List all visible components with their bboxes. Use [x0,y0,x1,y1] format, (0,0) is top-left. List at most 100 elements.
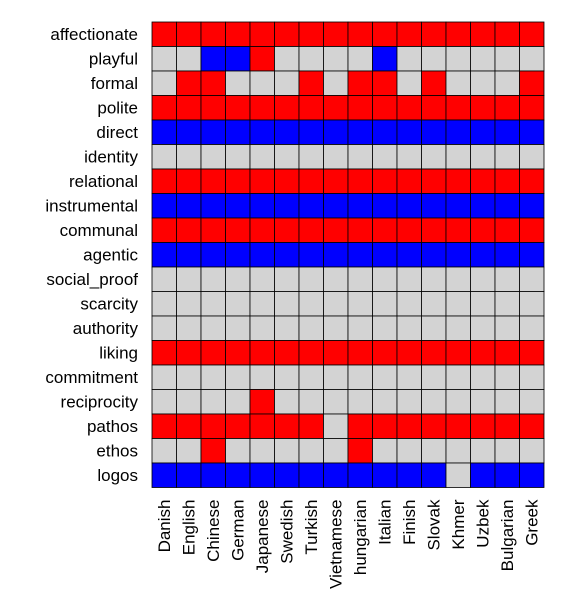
heatmap-cell-reciprocity-Italian [372,389,398,415]
heatmap-cell-liking-English [176,340,202,366]
heatmap-cell-affectionate-Vietnamese [323,21,349,47]
heatmap-cell-instrumental-Vietnamese [323,193,349,219]
heatmap-cell-relational-Greek [519,168,545,194]
heatmap-cell-direct-Uzbek [470,119,496,145]
heatmap-cell-polite-Japanese [249,95,275,121]
heatmap-cell-formal-Uzbek [470,70,496,96]
heatmap-cell-affectionate-Swedish [274,21,300,47]
heatmap-cell-scarcity-Khmer [445,291,471,317]
heatmap-cell-social_proof-Japanese [249,266,275,292]
heatmap-cell-reciprocity-Turkish [298,389,324,415]
column-label-hungarian: hungarian [351,500,370,576]
heatmap-cell-ethos-hungarian [347,438,373,464]
heatmap-cell-logos-German [225,462,251,488]
row-label-commitment: commitment [45,368,138,387]
heatmap-cell-ethos-Swedish [274,438,300,464]
heatmap-cell-direct-hungarian [347,119,373,145]
heatmap-cell-instrumental-Slovak [421,193,447,219]
heatmap-cell-direct-Finish [396,119,422,145]
heatmap-cell-affectionate-German [225,21,251,47]
heatmap-cell-commitment-Uzbek [470,364,496,390]
heatmap-cell-scarcity-hungarian [347,291,373,317]
heatmap-cell-playful-Turkish [298,46,324,72]
heatmap-cell-scarcity-Greek [519,291,545,317]
heatmap-cell-authority-hungarian [347,315,373,341]
heatmap-cell-authority-Turkish [298,315,324,341]
heatmap-cell-relational-Chinese [200,168,226,194]
heatmap-cell-relational-Japanese [249,168,275,194]
heatmap-cell-playful-Japanese [249,46,275,72]
heatmap-cell-reciprocity-English [176,389,202,415]
heatmap-cell-social_proof-Khmer [445,266,471,292]
heatmap-cell-liking-Turkish [298,340,324,366]
heatmap-cell-scarcity-English [176,291,202,317]
heatmap-cell-instrumental-English [176,193,202,219]
heatmap-cell-logos-Japanese [249,462,275,488]
heatmap-cell-communal-Bulgarian [494,217,520,243]
heatmap-cell-liking-Greek [519,340,545,366]
heatmap-cell-instrumental-Greek [519,193,545,219]
heatmap-cell-pathos-Finish [396,413,422,439]
heatmap-cell-relational-Khmer [445,168,471,194]
heatmap-cell-agentic-Greek [519,242,545,268]
heatmap-cell-direct-Swedish [274,119,300,145]
heatmap-cell-logos-Swedish [274,462,300,488]
heatmap-cell-ethos-Danish [151,438,177,464]
heatmap-cell-agentic-Chinese [200,242,226,268]
heatmap-cell-communal-Swedish [274,217,300,243]
heatmap-cell-authority-Greek [519,315,545,341]
heatmap-cell-formal-Chinese [200,70,226,96]
heatmap-cell-direct-Turkish [298,119,324,145]
heatmap-cell-reciprocity-Swedish [274,389,300,415]
heatmap-cell-liking-Chinese [200,340,226,366]
heatmap-cell-polite-German [225,95,251,121]
heatmap-cell-instrumental-Uzbek [470,193,496,219]
heatmap-cell-social_proof-Italian [372,266,398,292]
heatmap-cell-identity-Vietnamese [323,144,349,170]
heatmap-cell-agentic-Turkish [298,242,324,268]
heatmap-cell-instrumental-Swedish [274,193,300,219]
row-label-liking: liking [99,343,138,362]
heatmap-cell-social_proof-hungarian [347,266,373,292]
heatmap-cell-formal-Vietnamese [323,70,349,96]
heatmap-cell-playful-Bulgarian [494,46,520,72]
heatmap-cell-logos-hungarian [347,462,373,488]
heatmap-cell-liking-hungarian [347,340,373,366]
heatmap-cell-communal-hungarian [347,217,373,243]
heatmap-cell-social_proof-Danish [151,266,177,292]
column-label-Swedish: Swedish [277,500,296,564]
heatmap-cell-commitment-Slovak [421,364,447,390]
column-label-Finish: Finish [400,500,419,545]
heatmap-cell-direct-Vietnamese [323,119,349,145]
heatmap-cell-identity-Italian [372,144,398,170]
heatmap-cell-formal-Bulgarian [494,70,520,96]
heatmap-cell-ethos-Vietnamese [323,438,349,464]
heatmap-cell-reciprocity-Slovak [421,389,447,415]
heatmap-cell-reciprocity-Khmer [445,389,471,415]
heatmap-cell-logos-Slovak [421,462,447,488]
heatmap-cell-direct-Danish [151,119,177,145]
heatmap-cell-affectionate-Bulgarian [494,21,520,47]
heatmap-cell-affectionate-Danish [151,21,177,47]
heatmap-cell-polite-Slovak [421,95,447,121]
heatmap-cell-pathos-Danish [151,413,177,439]
heatmap-cell-identity-Swedish [274,144,300,170]
heatmap-cell-communal-English [176,217,202,243]
heatmap-cell-authority-Finish [396,315,422,341]
heatmap-cell-polite-hungarian [347,95,373,121]
heatmap-cell-identity-Slovak [421,144,447,170]
heatmap-cell-communal-Danish [151,217,177,243]
heatmap-cell-communal-Italian [372,217,398,243]
heatmap-cell-polite-Turkish [298,95,324,121]
heatmap-cell-ethos-Japanese [249,438,275,464]
row-label-scarcity: scarcity [80,294,138,313]
heatmap-cell-identity-Turkish [298,144,324,170]
heatmap-cell-identity-Greek [519,144,545,170]
heatmap-cell-pathos-Italian [372,413,398,439]
heatmap-cell-authority-Danish [151,315,177,341]
heatmap-cell-social_proof-Bulgarian [494,266,520,292]
row-label-social_proof: social_proof [46,270,138,289]
heatmap-cell-formal-English [176,70,202,96]
heatmap-cell-liking-Italian [372,340,398,366]
heatmap-cell-direct-Greek [519,119,545,145]
